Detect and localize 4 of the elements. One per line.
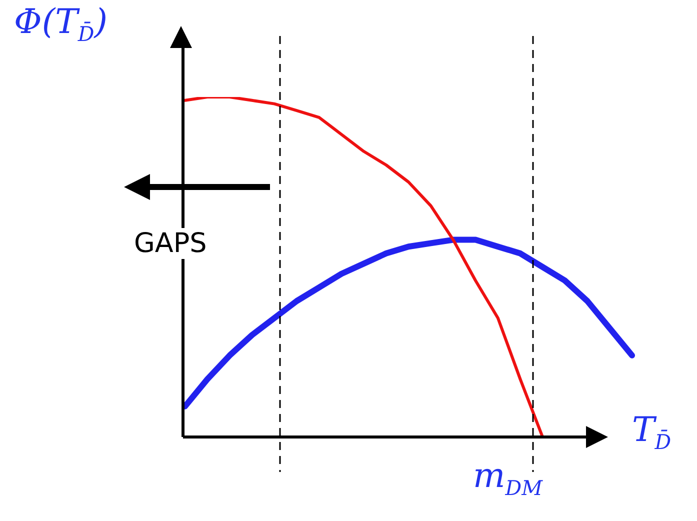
annotation: GAPS — [132, 228, 209, 259]
y-axis-title: Φ(T$_{D̄}$) — [14, 2, 108, 46]
x-axis-title: T$_{D̄}$ — [632, 410, 672, 454]
text: m$_{DM}$ — [473, 456, 542, 500]
